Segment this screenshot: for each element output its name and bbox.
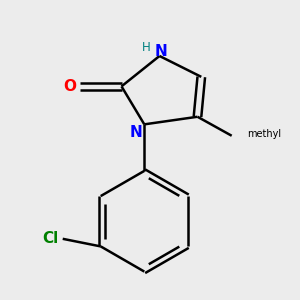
Text: methyl: methyl [247,129,281,139]
Text: H: H [142,41,151,54]
Text: N: N [155,44,168,59]
Text: Cl: Cl [42,231,58,246]
Text: O: O [63,79,76,94]
Text: N: N [129,125,142,140]
